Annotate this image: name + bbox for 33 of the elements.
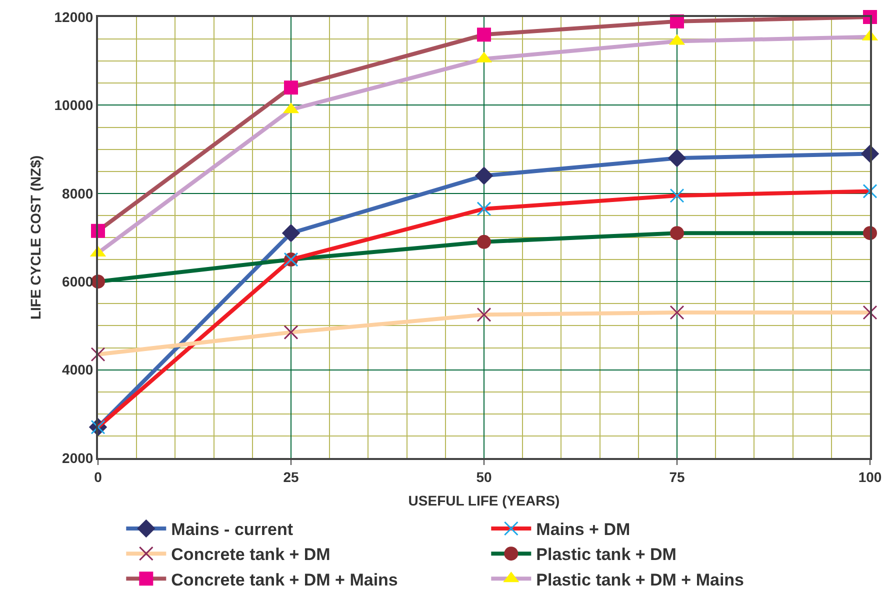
point [282,224,300,242]
x-tick-label: 0 [94,468,102,485]
point [477,28,491,42]
point [862,305,878,320]
point [90,347,106,362]
point [477,234,491,249]
point [476,307,492,322]
point [670,305,684,320]
y-tick-label: 8000 [62,185,94,202]
x-tick-label: 75 [669,468,685,485]
legend-label: Concrete tank + DM [171,545,330,564]
point [862,184,878,198]
point [670,226,684,240]
y-tick-label: 2000 [62,450,94,466]
y-tick-label: 12000 [54,8,94,25]
point [284,325,298,340]
point [284,80,298,95]
point [474,166,494,185]
y-tick-label: 4000 [62,362,94,378]
point [670,188,684,203]
y-tick-label: 10000 [54,97,94,114]
x-tick-label: 25 [283,468,299,485]
point [668,149,686,168]
x-tick-label: 100 [858,468,882,485]
legend-label: Plastic tank + DM [536,545,676,564]
legend-label: Plastic tank + DM + Mains [536,570,744,590]
y-axis-title: LIFE CYCLE COST (NZ$) [27,155,44,320]
x-tick-label: 50 [476,468,492,485]
point [476,202,492,216]
legend-label: Concrete tank + DM + Mains [171,570,398,590]
x-axis-title: USEFUL LIFE (YEARS) [408,492,560,509]
legend-label: Mains + DM [536,520,630,540]
legend-label: Mains - current [171,520,294,540]
